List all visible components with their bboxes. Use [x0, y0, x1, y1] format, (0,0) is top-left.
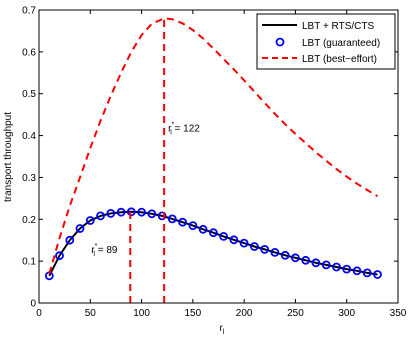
x-tick-label: 100	[133, 308, 150, 319]
x-tick-label: 200	[236, 308, 253, 319]
annotation-label-r122: r* l = 122	[168, 121, 200, 136]
data-point-lbt-guaranteed	[239, 238, 249, 248]
legend: LBT + RTS/CTS LBT (guaranteed) LBT (best…	[256, 13, 396, 70]
x-axis-label: rl	[220, 323, 225, 336]
y-tick-label: 0.5	[22, 89, 36, 100]
data-point-lbt-guaranteed	[147, 209, 157, 219]
x-axis-label-main: r	[220, 323, 224, 334]
data-point-lbt-guaranteed	[373, 270, 382, 279]
data-point-lbt-guaranteed	[126, 207, 136, 217]
legend-swatch-lbt-guaranteed	[275, 37, 285, 47]
axes-layer: 0 50 100 150 200 250 300 350 0 0.1 0.2 0.3 0.4 0.5 0.6…	[22, 6, 407, 320]
annotation-symbol: r	[168, 123, 172, 134]
data-point-lbt-guaranteed	[55, 251, 64, 261]
legend-label-lbt-best-effort: LBT (best−effort)	[302, 54, 377, 65]
data-point-lbt-guaranteed	[116, 207, 126, 217]
legend-box	[256, 13, 396, 70]
data-point-lbt-guaranteed	[85, 216, 95, 225]
x-tick-label: 0	[36, 308, 42, 319]
y-tick-label: 0	[30, 299, 36, 310]
y-tick-label: 0.4	[22, 131, 36, 142]
annotation-symbol: r	[91, 245, 95, 256]
data-point-lbt-guaranteed	[198, 224, 208, 234]
plot-frame	[38, 9, 399, 304]
y-axis-label: transport throughput	[3, 112, 14, 202]
data-point-lbt-guaranteed	[75, 224, 85, 233]
annotation-superscript: *	[171, 121, 174, 128]
annotation-value: = 122	[172, 123, 201, 134]
data-point-lbt-guaranteed	[290, 253, 300, 263]
y-tick-label: 0.3	[22, 173, 36, 184]
annotation-subscript: l	[93, 251, 95, 258]
y-tick-label: 0.7	[22, 6, 36, 17]
data-point-lbt-guaranteed	[321, 260, 331, 270]
data-point-lbt-guaranteed	[96, 211, 105, 221]
data-point-lbt-guaranteed	[249, 242, 259, 251]
data-point-lbt-guaranteed	[157, 211, 167, 221]
data-point-lbt-guaranteed	[280, 250, 290, 260]
data-point-lbt-guaranteed	[301, 255, 311, 265]
annotation-subscript: l	[170, 129, 172, 136]
data-point-lbt-guaranteed	[208, 228, 218, 238]
y-tick-label: 0.2	[22, 215, 36, 226]
x-axis-label-subscript: l	[223, 329, 225, 336]
data-point-lbt-guaranteed	[65, 235, 75, 245]
data-point-lbt-guaranteed	[178, 217, 188, 227]
series-line-lbt-best-effort	[48, 17, 379, 274]
data-point-lbt-guaranteed	[260, 244, 270, 254]
x-tick-label: 300	[338, 308, 355, 319]
x-tick-label: 50	[85, 308, 97, 319]
data-point-lbt-guaranteed	[362, 268, 372, 278]
data-point-lbt-guaranteed	[106, 208, 116, 218]
data-point-lbt-guaranteed	[137, 207, 147, 217]
y-tick-label: 0.1	[22, 257, 36, 268]
data-point-lbt-guaranteed	[188, 221, 198, 231]
legend-label-lbt-guaranteed: LBT (guaranteed)	[302, 38, 380, 49]
data-point-lbt-guaranteed	[332, 262, 341, 272]
annotation-label-r89: r* l = 89	[91, 243, 118, 258]
data-point-lbt-guaranteed	[311, 258, 321, 268]
annotation-value: = 89	[95, 245, 118, 256]
data-point-lbt-guaranteed	[219, 231, 229, 241]
data-point-lbt-guaranteed	[270, 247, 280, 257]
data-point-lbt-guaranteed	[167, 214, 177, 224]
x-tick-label: 350	[390, 308, 407, 319]
series-layer	[44, 17, 382, 281]
y-tick-label: 0.6	[22, 47, 36, 58]
annotation-layer: r* l = 89r* l = 122	[91, 18, 200, 303]
legend-label-lbt-rts-cts: LBT + RTS/CTS	[302, 21, 374, 32]
data-point-lbt-guaranteed	[342, 264, 352, 274]
data-point-lbt-guaranteed	[229, 235, 239, 245]
data-point-lbt-guaranteed	[352, 266, 362, 276]
x-tick-label: 250	[287, 308, 304, 319]
annotation-superscript: *	[95, 243, 98, 250]
x-tick-label: 150	[185, 308, 202, 319]
